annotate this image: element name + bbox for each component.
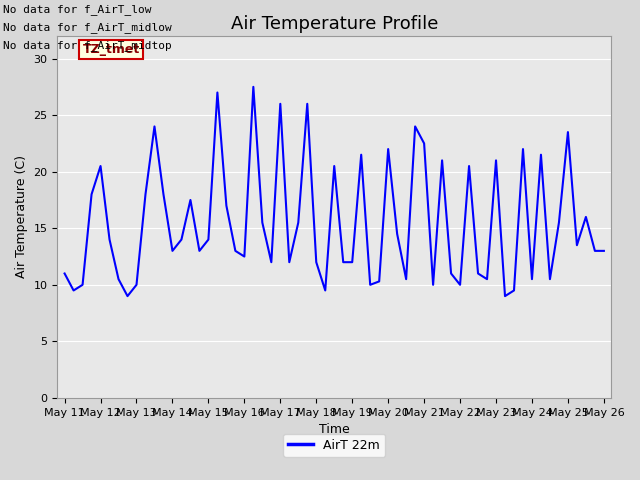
Y-axis label: Air Temperature (C): Air Temperature (C) xyxy=(15,156,28,278)
Text: No data for f_AirT_midlow: No data for f_AirT_midlow xyxy=(3,22,172,33)
X-axis label: Time: Time xyxy=(319,423,349,436)
Legend: AirT 22m: AirT 22m xyxy=(284,434,385,457)
Text: No data for f_AirT_midtop: No data for f_AirT_midtop xyxy=(3,40,172,51)
Title: Air Temperature Profile: Air Temperature Profile xyxy=(230,15,438,33)
Text: No data for f_AirT_low: No data for f_AirT_low xyxy=(3,4,152,15)
Text: TZ_tmet: TZ_tmet xyxy=(83,43,140,56)
